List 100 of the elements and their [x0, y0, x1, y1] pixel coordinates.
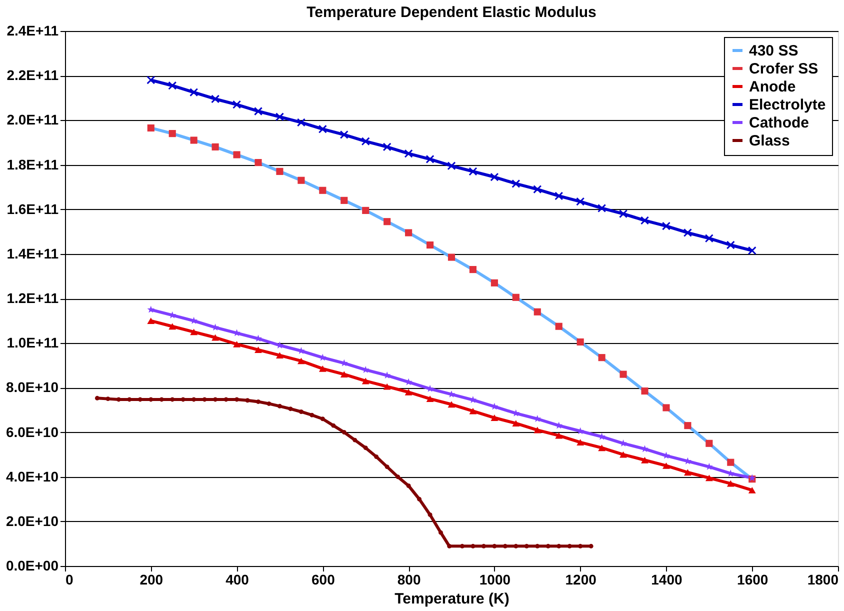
- point: [502, 544, 508, 548]
- point: [706, 440, 713, 447]
- point: [147, 306, 155, 313]
- y-tick-label: 1.6E+11: [6, 200, 59, 217]
- point: [524, 544, 529, 548]
- legend-label: 430 SS: [749, 42, 798, 60]
- point: [340, 130, 348, 139]
- point: [146, 76, 156, 84]
- x-tick-label: 600: [311, 572, 336, 588]
- legend-label: Glass: [749, 132, 790, 150]
- point: [288, 406, 293, 412]
- point: [438, 530, 443, 535]
- point: [620, 451, 627, 458]
- point: [224, 397, 228, 402]
- point: [254, 106, 263, 116]
- y-tick-label: 1.8E+11: [6, 156, 59, 172]
- point: [726, 240, 735, 250]
- x-tick-label: 800: [397, 572, 421, 588]
- point: [470, 544, 476, 548]
- point: [512, 420, 520, 427]
- point: [212, 334, 220, 341]
- y-tick-label: 2.0E+11: [6, 112, 59, 128]
- point: [662, 404, 670, 412]
- legend-label: Electrolyte: [749, 96, 826, 114]
- point: [340, 196, 348, 204]
- point: [662, 222, 671, 230]
- point: [211, 94, 220, 104]
- y-tick-label: 6.0E+10: [6, 424, 59, 440]
- point: [147, 124, 154, 132]
- point: [190, 88, 198, 97]
- point: [352, 438, 358, 442]
- point: [512, 294, 520, 301]
- point: [492, 544, 497, 548]
- point: [576, 439, 584, 446]
- point: [159, 397, 164, 402]
- point: [202, 397, 207, 402]
- point: [116, 397, 121, 402]
- point: [340, 371, 348, 378]
- point: [555, 322, 562, 330]
- point: [426, 241, 434, 249]
- point: [148, 397, 154, 402]
- point: [384, 464, 390, 470]
- point: [234, 397, 240, 402]
- y-tick-label: 0.0E+00: [6, 558, 59, 574]
- point: [428, 512, 432, 517]
- point: [363, 446, 368, 450]
- point: [417, 496, 422, 502]
- point: [684, 457, 692, 464]
- y-tick-label: 1.2E+11: [6, 290, 59, 306]
- legend-label: Anode: [749, 78, 796, 96]
- point: [576, 197, 585, 206]
- point: [319, 186, 326, 194]
- point: [298, 176, 305, 184]
- point: [127, 397, 132, 402]
- point: [212, 143, 219, 150]
- point: [578, 544, 583, 548]
- point: [726, 480, 734, 487]
- point: [535, 544, 540, 548]
- point: [406, 484, 411, 488]
- point: [168, 81, 177, 90]
- y-tick-label: 2.0E+10: [6, 512, 59, 529]
- point: [684, 469, 692, 476]
- point: [469, 408, 477, 414]
- point: [748, 246, 756, 255]
- point: [684, 422, 692, 430]
- x-tick-label: 400: [226, 572, 250, 588]
- point: [598, 204, 606, 213]
- point: [640, 216, 650, 225]
- point: [533, 184, 542, 194]
- point: [297, 358, 305, 364]
- point: [266, 401, 272, 406]
- y-tick-label: 8.0E+10: [6, 379, 59, 396]
- point: [254, 346, 262, 353]
- y-tick-label: 1.0E+11: [6, 334, 59, 351]
- point: [342, 430, 346, 434]
- point: [296, 118, 306, 127]
- point: [106, 396, 110, 402]
- point: [318, 366, 326, 372]
- point: [190, 136, 198, 144]
- y-tick-label: 2.4E+11: [6, 22, 59, 38]
- y-tick-label: 1.4E+11: [6, 245, 59, 262]
- point: [276, 352, 284, 359]
- point: [481, 544, 486, 548]
- point: [404, 388, 412, 396]
- x-tick-label: 0: [66, 572, 74, 588]
- point: [448, 254, 456, 261]
- point: [277, 404, 282, 408]
- point: [298, 410, 304, 414]
- x-tick-label: 1400: [651, 572, 683, 588]
- point: [168, 130, 176, 138]
- legend-label: Cathode: [749, 114, 809, 132]
- point: [727, 458, 734, 466]
- point: [514, 544, 518, 548]
- y-tick-label: 4.0E+10: [6, 468, 59, 484]
- point: [318, 124, 327, 134]
- point: [180, 397, 186, 402]
- point: [275, 112, 284, 122]
- point: [534, 426, 542, 434]
- point: [190, 328, 198, 336]
- point: [298, 347, 305, 354]
